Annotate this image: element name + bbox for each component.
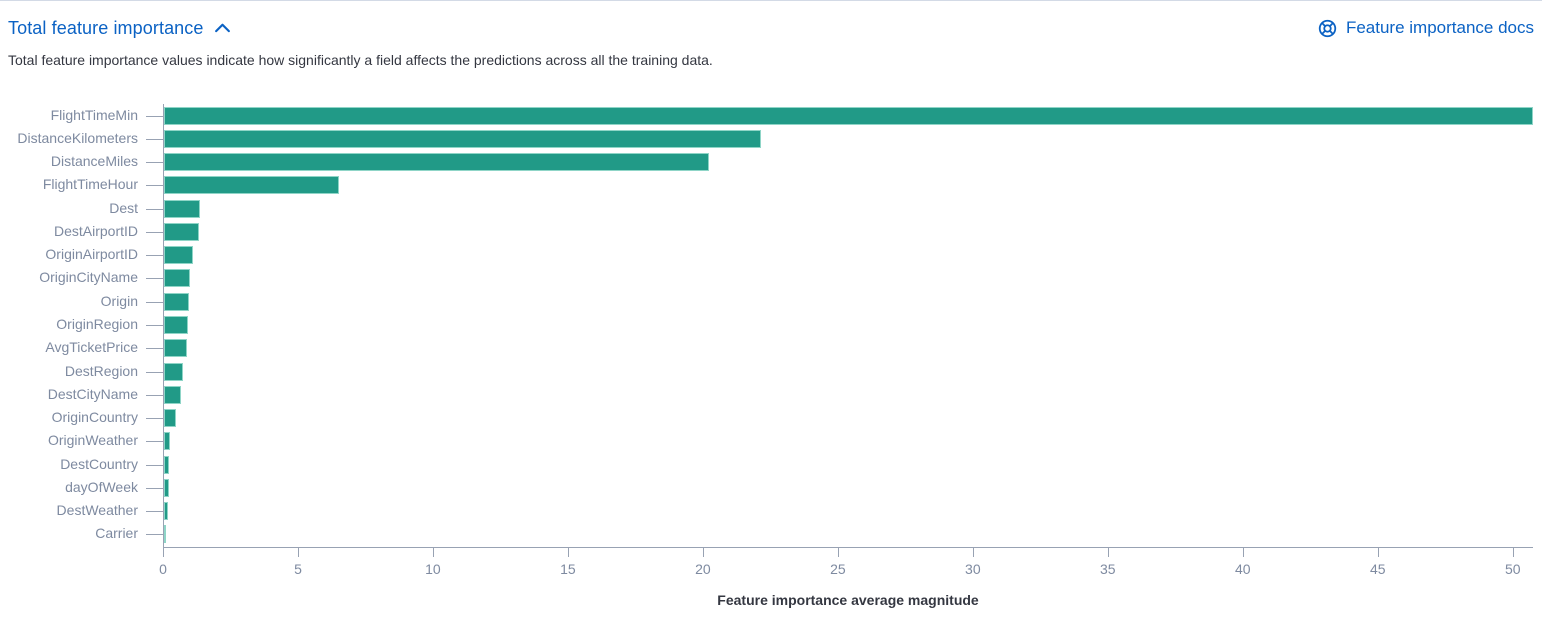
x-axis-tick-label: 45	[1369, 561, 1386, 577]
y-axis-label: FlightTimeHour	[42, 176, 138, 193]
feature-importance-bar[interactable]	[164, 106, 1533, 125]
y-axis-tick	[146, 395, 163, 396]
feature-importance-bar[interactable]	[164, 129, 761, 148]
x-axis-tick	[1377, 548, 1379, 557]
y-axis-label: dayOfWeek	[65, 478, 138, 495]
feature-importance-bar[interactable]	[164, 362, 184, 381]
total-feature-importance-toggle[interactable]: Total feature importance	[8, 18, 231, 39]
x-axis-tick	[837, 548, 839, 557]
y-axis-tick	[146, 441, 163, 442]
feature-importance-bar[interactable]	[164, 339, 187, 358]
y-axis-label: DestCityName	[47, 385, 138, 402]
section-title: Total feature importance	[8, 17, 204, 38]
y-axis-label: OriginCityName	[39, 269, 138, 286]
feature-importance-bar[interactable]	[164, 525, 166, 544]
x-axis-tick-label: 40	[1235, 561, 1251, 577]
x-axis-tick-label: 10	[425, 561, 441, 577]
chevron-up-icon[interactable]	[214, 20, 231, 37]
y-axis-tick	[146, 372, 163, 373]
y-axis-label: Origin	[100, 292, 138, 309]
x-axis-tick-label: 0	[159, 561, 167, 577]
y-axis-tick	[146, 255, 163, 256]
x-axis-tick-label: 30	[965, 561, 981, 577]
x-axis-tick-label: 20	[695, 561, 711, 577]
y-axis-tick	[146, 534, 163, 535]
y-axis-label: DestWeather	[56, 502, 138, 519]
y-axis-tick	[146, 302, 163, 303]
y-axis-tick	[146, 278, 163, 279]
y-axis-tick	[146, 209, 163, 210]
y-axis-label: DestCountry	[60, 455, 138, 472]
y-axis-label: OriginAirportID	[45, 246, 138, 263]
y-axis-label: OriginWeather	[47, 432, 138, 449]
feature-importance-bar[interactable]	[164, 222, 200, 241]
y-axis-tick	[146, 162, 163, 163]
feature-importance-docs-link[interactable]: Feature importance docs	[1317, 18, 1534, 39]
y-axis-label: DistanceKilometers	[17, 129, 138, 146]
x-axis-tick	[297, 548, 299, 557]
x-axis-tick	[702, 548, 704, 557]
y-axis-tick	[146, 139, 163, 140]
panel-header: Total feature importance Feature importa…	[0, 1, 1542, 45]
x-axis-tick-label: 50	[1504, 561, 1521, 577]
docs-link-label: Feature importance docs	[1345, 18, 1534, 37]
feature-importance-bar[interactable]	[164, 269, 190, 288]
y-axis-label: OriginCountry	[51, 409, 138, 426]
feature-importance-bar[interactable]	[164, 478, 170, 497]
feature-importance-bar[interactable]	[164, 409, 176, 428]
y-axis-line	[163, 104, 164, 547]
feature-importance-bar[interactable]	[164, 176, 340, 195]
x-axis-title: Feature importance average magnitude	[717, 592, 979, 608]
y-axis-tick	[146, 488, 163, 489]
x-axis-tick-label: 35	[1100, 561, 1116, 577]
y-axis-label: DestRegion	[64, 362, 138, 379]
y-axis-label: FlightTimeMin	[50, 106, 138, 123]
y-axis-label: DistanceMiles	[50, 153, 138, 170]
feature-importance-bar[interactable]	[164, 432, 170, 451]
y-axis-tick	[146, 511, 163, 512]
y-axis-label: Dest	[109, 199, 138, 216]
x-axis-tick-label: 5	[294, 561, 302, 577]
feature-importance-bar[interactable]	[164, 153, 710, 172]
y-axis-tick	[146, 232, 163, 233]
y-axis-tick	[146, 116, 163, 117]
x-axis-tick	[567, 548, 569, 557]
x-axis-tick	[163, 548, 164, 557]
y-axis-tick	[146, 325, 163, 326]
y-axis-label: Carrier	[95, 525, 138, 542]
feature-importance-bar[interactable]	[164, 199, 201, 218]
feature-importance-bar[interactable]	[164, 455, 170, 474]
x-axis-tick	[1107, 548, 1109, 557]
y-axis-label: AvgTicketPrice	[45, 339, 138, 356]
feature-importance-bar[interactable]	[164, 292, 190, 311]
feature-importance-bar[interactable]	[164, 316, 188, 334]
y-axis-tick	[146, 418, 163, 419]
x-axis-line	[163, 547, 1533, 548]
y-axis-label: OriginRegion	[56, 316, 138, 332]
section-description: Total feature importance values indicate…	[8, 52, 713, 68]
x-axis-tick-label: 15	[560, 561, 576, 577]
feature-importance-bar[interactable]	[164, 246, 193, 265]
y-axis-label: DestAirportID	[53, 222, 138, 239]
y-axis-tick	[146, 348, 163, 349]
y-axis-tick	[146, 185, 163, 186]
x-axis-tick	[432, 548, 434, 557]
x-axis-tick	[1242, 548, 1244, 557]
documentation-icon	[1318, 19, 1337, 37]
x-axis-tick	[1512, 548, 1514, 557]
y-axis-tick	[146, 465, 163, 466]
feature-importance-bar[interactable]	[164, 385, 181, 404]
x-axis-tick-label: 25	[830, 561, 846, 577]
feature-importance-bar[interactable]	[164, 502, 169, 521]
x-axis-tick	[972, 548, 974, 557]
